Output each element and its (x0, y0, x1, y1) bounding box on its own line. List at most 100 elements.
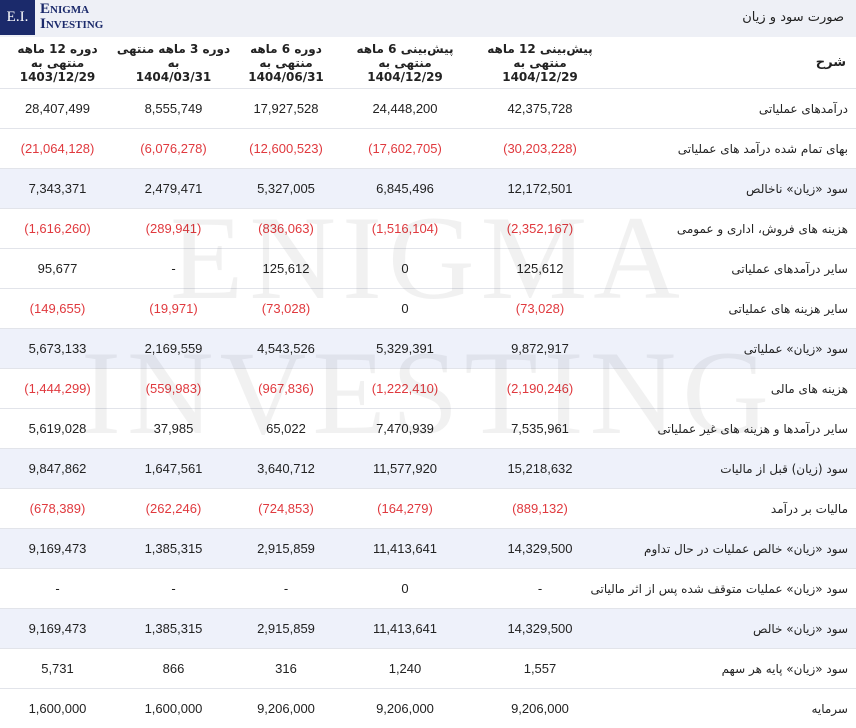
table-row: سود «زیان» عملیات متوقف شده پس از اثر ما… (0, 568, 856, 609)
cell-value: (1,222,410) (340, 368, 470, 409)
row-label: سود «زیان» عملیات متوقف شده پس از اثر ما… (590, 568, 856, 609)
cell-value: 9,872,917 (470, 328, 610, 369)
cell-value: (164,279) (340, 488, 470, 529)
cell-value: (2,352,167) (470, 208, 610, 249)
cell-value: - (115, 248, 232, 289)
cell-value: 5,619,028 (0, 408, 115, 449)
cell-value: 28,407,499 (0, 88, 115, 129)
cell-value: 8,555,749 (115, 88, 232, 129)
row-label: سرمایه (610, 688, 856, 728)
logo-line: Investing (40, 16, 104, 32)
cell-value: 5,329,391 (340, 328, 470, 369)
cell-value: (1,616,260) (0, 208, 115, 249)
cell-value: 7,470,939 (340, 408, 470, 449)
column-period: دوره 6 ماهه منتهی به (250, 41, 322, 70)
column-period: دوره 3 ماهه منتهی به (116, 41, 231, 70)
cell-value: 11,413,641 (340, 528, 470, 569)
cell-value: (12,600,523) (232, 128, 340, 169)
cell-value: (967,836) (232, 368, 340, 409)
table-row: مالیات بر درآمد (889,132) (164,279) (724,85… (0, 488, 856, 529)
table-row: سایر درآمدهای عملیاتی 125,612 0 125,612-95,… (0, 248, 856, 289)
cell-value: (19,971) (115, 288, 232, 329)
logo-mark: E.I. (0, 0, 35, 35)
logo-line: Enigma (40, 1, 90, 17)
cell-value: 7,343,371 (0, 168, 115, 209)
table-row: سایر درآمدها و هزینه های غیر عملیاتی 7,53… (0, 408, 856, 449)
cell-value: 9,847,862 (0, 448, 115, 489)
row-label: درآمدهای عملیاتی (610, 88, 856, 129)
cell-value: 1,240 (340, 648, 470, 689)
table-row: سود «زیان» ناخالص 12,172,501 6,845,496 5,32… (0, 168, 856, 209)
table-row: سرمایه 9,206,000 9,206,000 9,206,000 1,600,0… (0, 688, 856, 728)
row-label: مالیات بر درآمد (610, 488, 856, 529)
header-row: شرح پیش‌بینی 12 ماهه منتهی به 1404/12/29 پی… (0, 37, 856, 89)
cell-value: 15,218,632 (470, 448, 610, 489)
table-row: درآمدهای عملیاتی 42,375,728 24,448,200 17,9… (0, 88, 856, 129)
cell-value: (21,064,128) (0, 128, 115, 169)
cell-value: 37,985 (115, 408, 232, 449)
cell-value: 5,673,133 (0, 328, 115, 369)
cell-value: 0 (340, 568, 470, 609)
cell-value: 7,535,961 (470, 408, 610, 449)
cell-value: (6,076,278) (115, 128, 232, 169)
column-date: 1403/12/29 (19, 69, 96, 84)
title-bar: E.I. Enigma Investing صورت سود و زیان (0, 0, 856, 37)
column-date: 1404/12/29 (502, 69, 578, 84)
table-row: سود «زیان» پایه هر سهم 1,557 1,240 316 866 5,… (0, 648, 856, 689)
column-header: دوره 6 ماهه منتهی به 1404/06/31 (232, 37, 340, 89)
cell-value: 42,375,728 (470, 88, 610, 129)
cell-value: - (232, 568, 340, 609)
cell-value: (30,203,228) (470, 128, 610, 169)
cell-value: 9,169,473 (0, 528, 115, 569)
cell-value: (73,028) (470, 288, 610, 329)
cell-value: - (0, 568, 115, 609)
table-row: هزینه های فروش، اداری و عمومی (2,352,167)… (0, 208, 856, 249)
cell-value: (1,516,104) (340, 208, 470, 249)
cell-value: 1,385,315 (115, 608, 232, 649)
cell-value: 9,206,000 (340, 688, 470, 728)
cell-value: 1,600,000 (115, 688, 232, 728)
cell-value: (73,028) (232, 288, 340, 329)
cell-value: 125,612 (232, 248, 340, 289)
row-label: سایر هزینه های عملیاتی (610, 288, 856, 329)
cell-value: 1,647,561 (115, 448, 232, 489)
row-label: سایر درآمدهای عملیاتی (610, 248, 856, 289)
cell-value: 95,677 (0, 248, 115, 289)
row-label: هزینه های مالی (610, 368, 856, 409)
cell-value: 5,731 (0, 648, 115, 689)
statement-table: شرح پیش‌بینی 12 ماهه منتهی به 1404/12/29 پی… (0, 37, 856, 728)
cell-value: 3,640,712 (232, 448, 340, 489)
cell-value: 17,927,528 (232, 88, 340, 129)
cell-value: 1,385,315 (115, 528, 232, 569)
row-label: سود (زیان) قبل از مالیات (610, 448, 856, 489)
table-row: سود «زیان» عملیاتی 9,872,917 5,329,391 4,54… (0, 328, 856, 369)
table-row: سود (زیان) قبل از مالیات 15,218,632 11,577… (0, 448, 856, 489)
row-label: سایر درآمدها و هزینه های غیر عملیاتی (610, 408, 856, 449)
cell-value: (149,655) (0, 288, 115, 329)
cell-value: 125,612 (470, 248, 610, 289)
column-period: پیش‌بینی 6 ماهه منتهی به (356, 41, 454, 70)
cell-value: 14,329,500 (470, 528, 610, 569)
row-label: سود «زیان» خالص (610, 608, 856, 649)
table-row: سود «زیان» خالص عملیات در حال تداوم 14,32… (0, 528, 856, 569)
row-label: بهای تمام شده درآمد های عملیاتی (610, 128, 856, 169)
cell-value: 2,915,859 (232, 528, 340, 569)
cell-value: (2,190,246) (470, 368, 610, 409)
cell-value: - (115, 568, 232, 609)
cell-value: 12,172,501 (470, 168, 610, 209)
column-header: دوره 3 ماهه منتهی به 1404/03/31 (115, 37, 232, 89)
cell-value: 6,845,496 (340, 168, 470, 209)
cell-value: (17,602,705) (340, 128, 470, 169)
column-date: 1404/03/31 (135, 69, 212, 84)
cell-value: 65,022 (232, 408, 340, 449)
cell-value: 2,169,559 (115, 328, 232, 369)
column-header: پیش‌بینی 6 ماهه منتهی به 1404/12/29 (340, 37, 470, 89)
cell-value: 24,448,200 (340, 88, 470, 129)
cell-value: (262,246) (115, 488, 232, 529)
column-date: 1404/06/31 (248, 69, 324, 84)
cell-value: (724,853) (232, 488, 340, 529)
cell-value: 866 (115, 648, 232, 689)
cell-value: - (470, 568, 610, 609)
cell-value: 4,543,526 (232, 328, 340, 369)
